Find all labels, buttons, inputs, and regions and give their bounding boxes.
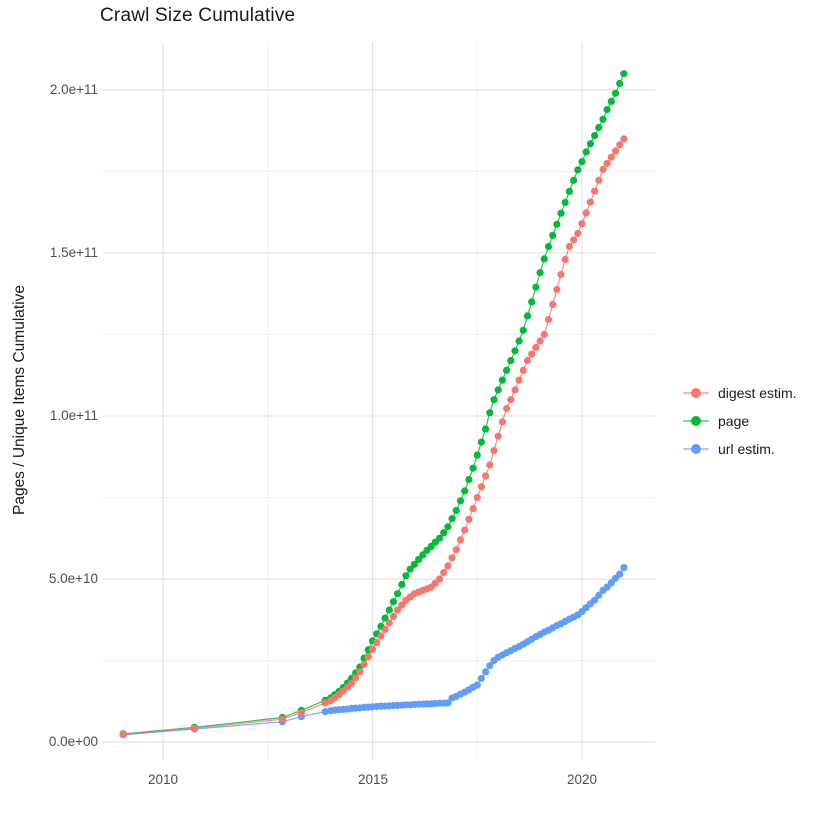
legend-key-url-icon <box>683 443 709 455</box>
legend-key-page-icon <box>683 415 709 427</box>
legend-label: digest estim. <box>718 385 797 401</box>
x-tick-label-2015: 2015 <box>357 772 389 787</box>
legend-item-digest-estim: digest estim. <box>683 379 797 407</box>
y-tick-label-3: 1.5e+11 <box>49 245 98 260</box>
y-tick-label-4: 2.0e+11 <box>49 82 98 97</box>
legend-item-url-estim: url estim. <box>683 435 797 463</box>
y-tick-label-2: 1.0e+11 <box>49 408 98 423</box>
chart-title: Crawl Size Cumulative <box>100 5 296 26</box>
y-tick-label-0: 0.0e+00 <box>48 734 98 749</box>
legend: digest estim. page url estim. <box>683 379 797 463</box>
y-tick-label-1: 5.0e+10 <box>48 571 98 586</box>
legend-label: url estim. <box>718 441 775 457</box>
x-tick-label-2020: 2020 <box>566 772 598 787</box>
legend-key-digest-icon <box>683 387 709 399</box>
legend-item-page: page <box>683 407 797 435</box>
legend-label: page <box>718 413 750 429</box>
x-tick-label-2010: 2010 <box>147 772 179 787</box>
